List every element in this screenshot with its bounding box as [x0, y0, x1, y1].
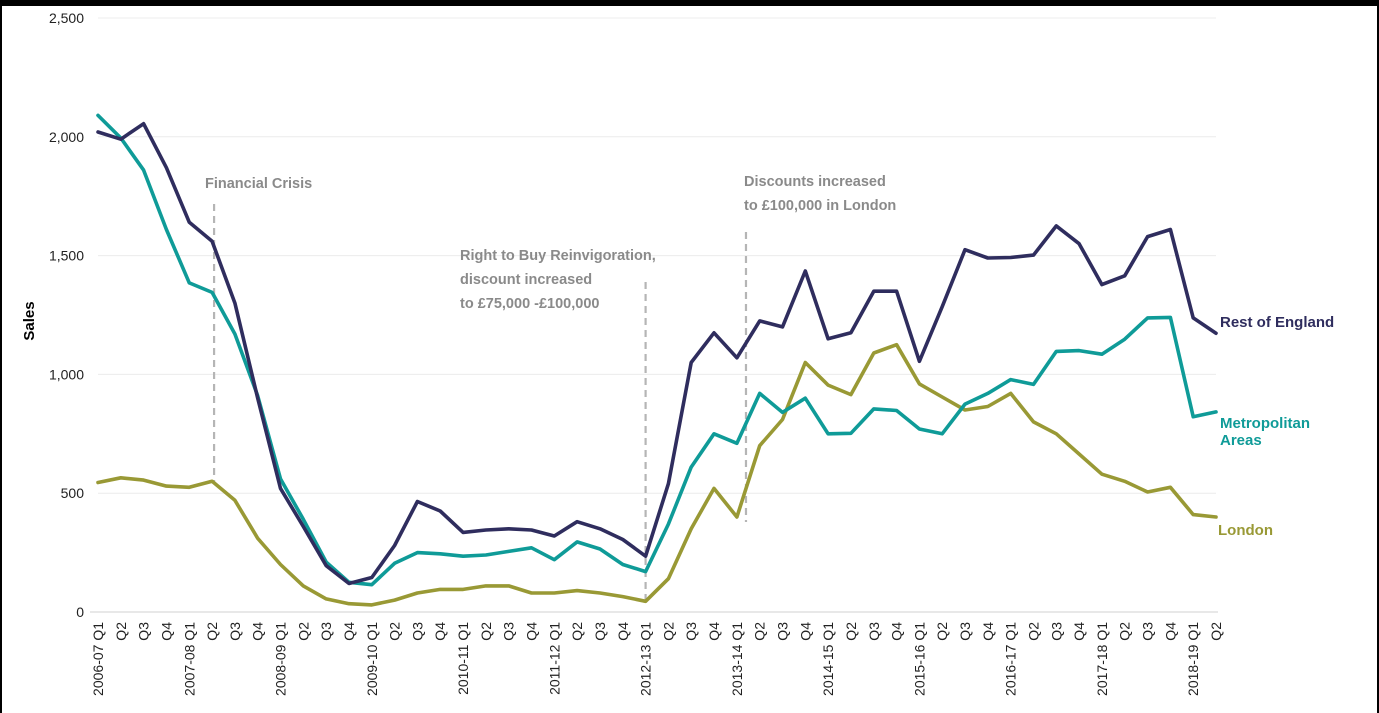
x-tick-label: Q3: [318, 622, 334, 641]
series-lines: [96, 113, 1218, 607]
x-tick-label: 2013-14 Q1: [729, 622, 745, 696]
x-tick-label: Q2: [387, 622, 403, 641]
x-tick-label: 2014-15 Q1: [820, 622, 836, 696]
x-tick-label: Q4: [797, 622, 813, 641]
series-line: [96, 113, 1218, 587]
x-tick-label: Q4: [432, 622, 448, 641]
x-tick-label: 2017-18 Q1: [1094, 622, 1110, 696]
x-tick-label: Q3: [866, 622, 882, 641]
x-tick-label: Q3: [683, 622, 699, 641]
gridlines: [98, 17, 1216, 494]
x-tick-label: Q2: [204, 622, 220, 641]
series-line: [96, 342, 1218, 607]
x-tick-label: Q3: [1048, 622, 1064, 641]
x-tick-label: Q4: [524, 622, 540, 641]
y-axis-label: Sales: [21, 301, 38, 340]
x-tick-label: Q3: [774, 622, 790, 641]
y-tick-label: 1,000: [49, 366, 84, 382]
x-tick-label: Q2: [569, 622, 585, 641]
x-tick-label: Q4: [706, 622, 722, 641]
x-tick-label: Q3: [409, 622, 425, 641]
x-tick-label: Q2: [478, 622, 494, 641]
x-tick-label: 2011-12 Q1: [546, 622, 562, 695]
legend-label: London: [1218, 522, 1273, 539]
x-tick-label: Q4: [250, 622, 266, 641]
x-tick-label: Q4: [615, 622, 631, 641]
x-tick-label: Q2: [934, 622, 950, 641]
y-tick-labels: 0 500 1,000 1,500 2,000 2,500: [49, 10, 84, 620]
x-tick-label: Q2: [113, 622, 129, 641]
annotation-text: to £100,000 in London: [744, 198, 896, 214]
y-tick-label: 0: [76, 604, 84, 620]
legend-label: Metropolitan Areas: [1220, 415, 1310, 449]
sales-line-chart: Financial Crisis Right to Buy Reinvigorat…: [21, 10, 1334, 696]
x-tick-label: Q3: [592, 622, 608, 641]
x-tick-label: Q3: [957, 622, 973, 641]
x-tick-label: 2018-19 Q1: [1185, 622, 1201, 696]
x-tick-label: Q2: [1025, 622, 1041, 641]
annotation-text: discount increased: [460, 272, 592, 288]
x-tick-label: 2010-11 Q1: [455, 622, 471, 695]
x-tick-label: Q2: [1208, 622, 1224, 641]
x-tick-label: Q4: [1162, 622, 1178, 641]
x-tick-label: Q4: [341, 622, 357, 641]
x-tick-labels: 2006-07 Q1 Q2 Q3 Q4 2007-08 Q1 Q2 Q3 Q4 2008-09 …: [90, 622, 1224, 696]
legend-label: Rest of England: [1220, 314, 1334, 331]
annotation-text: Financial Crisis: [205, 176, 312, 192]
x-tick-label: Q2: [752, 622, 768, 641]
x-tick-label: 2009-10 Q1: [364, 622, 380, 696]
x-tick-label: 2008-09 Q1: [273, 622, 289, 696]
y-tick-label: 2,500: [49, 10, 84, 26]
series-line: [96, 121, 1218, 586]
x-tick-label: Q2: [1117, 622, 1133, 641]
legend: Rest of England Metropolitan Areas London: [1218, 314, 1334, 539]
y-tick-label: 1,500: [49, 248, 84, 264]
x-tick-label: Q3: [136, 622, 152, 641]
x-tick-label: Q2: [843, 622, 859, 641]
x-tick-label: 2016-17 Q1: [1003, 622, 1019, 696]
x-tick-label: 2012-13 Q1: [638, 622, 654, 696]
annotations: Financial Crisis Right to Buy Reinvigorat…: [205, 174, 896, 604]
x-tick-label: Q2: [295, 622, 311, 641]
y-tick-label: 2,000: [49, 129, 84, 145]
x-tick-label: Q3: [1140, 622, 1156, 641]
x-tick-label: Q3: [227, 622, 243, 641]
x-tick-label: Q4: [889, 622, 905, 641]
x-tick-label: Q4: [158, 622, 174, 641]
annotation-text: Right to Buy Reinvigoration,: [460, 248, 656, 264]
y-tick-label: 500: [61, 485, 85, 501]
x-tick-label: 2006-07 Q1: [90, 622, 106, 696]
x-tick-label: 2015-16 Q1: [911, 622, 927, 696]
x-tick-label: Q3: [501, 622, 517, 641]
annotation-text: Discounts increased: [744, 174, 886, 190]
x-tick-label: Q2: [660, 622, 676, 641]
x-tick-label: Q4: [980, 622, 996, 641]
annotation-text: to £75,000 -£100,000: [460, 296, 599, 312]
x-tick-label: 2007-08 Q1: [181, 622, 197, 696]
x-tick-label: Q4: [1071, 622, 1087, 641]
